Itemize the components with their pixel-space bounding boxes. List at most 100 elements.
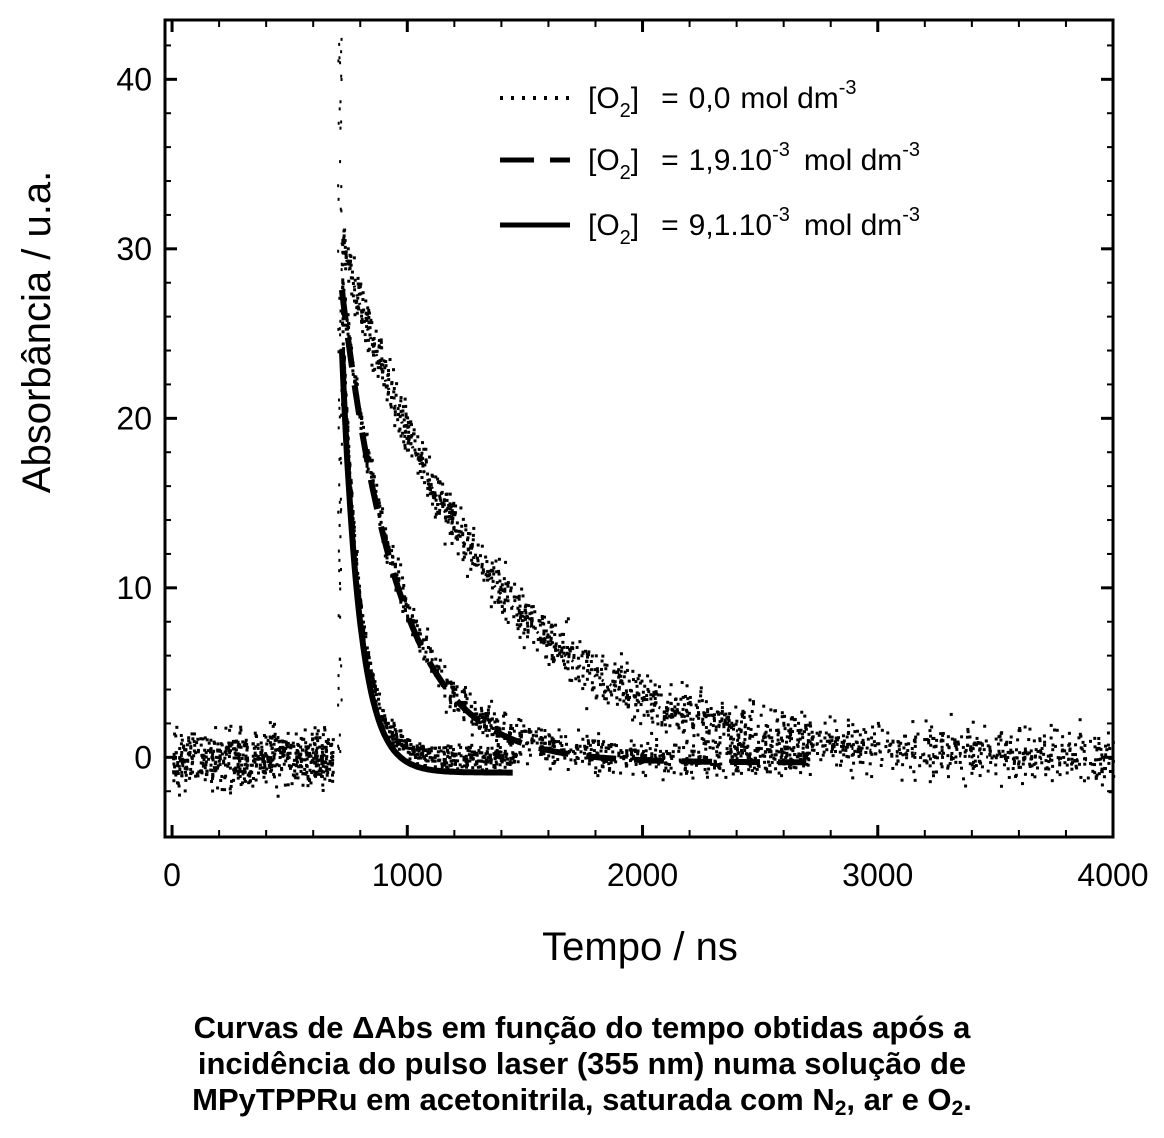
data-point bbox=[437, 758, 441, 762]
data-point bbox=[1047, 767, 1051, 771]
data-point bbox=[430, 473, 434, 477]
data-point bbox=[749, 718, 753, 722]
data-point bbox=[465, 574, 469, 578]
data-point bbox=[518, 604, 522, 608]
data-point bbox=[413, 753, 417, 757]
data-point bbox=[538, 623, 542, 627]
data-point bbox=[490, 595, 494, 599]
data-point bbox=[408, 606, 412, 610]
data-point bbox=[1015, 756, 1019, 760]
data-point bbox=[1047, 760, 1051, 764]
data-point bbox=[306, 775, 310, 779]
data-point bbox=[746, 744, 750, 748]
data-point bbox=[707, 767, 711, 771]
data-point bbox=[449, 759, 453, 763]
data-point bbox=[581, 759, 585, 763]
data-point bbox=[913, 755, 917, 759]
data-point bbox=[416, 471, 420, 475]
data-point bbox=[348, 259, 352, 263]
data-point bbox=[711, 724, 715, 728]
data-point bbox=[823, 736, 827, 740]
data-point bbox=[796, 738, 800, 742]
data-point bbox=[257, 771, 261, 775]
data-point bbox=[371, 681, 375, 685]
data-point bbox=[278, 739, 282, 743]
data-point bbox=[553, 633, 557, 637]
data-point bbox=[180, 774, 184, 778]
data-point bbox=[751, 700, 755, 704]
data-point bbox=[261, 757, 265, 761]
data-point bbox=[187, 736, 191, 740]
data-point bbox=[740, 744, 744, 748]
data-point bbox=[705, 730, 709, 734]
data-point bbox=[233, 751, 237, 755]
data-point bbox=[455, 521, 459, 525]
data-point bbox=[870, 743, 874, 747]
data-point bbox=[255, 763, 259, 767]
data-point bbox=[211, 752, 215, 756]
data-point bbox=[272, 742, 276, 746]
x-tick-label: 1000 bbox=[372, 857, 443, 893]
data-point bbox=[1091, 769, 1095, 773]
data-point bbox=[857, 750, 861, 754]
data-point bbox=[337, 184, 340, 188]
data-point bbox=[450, 520, 454, 524]
data-point bbox=[1106, 731, 1110, 735]
data-point bbox=[540, 617, 544, 621]
data-point bbox=[682, 746, 686, 750]
data-point bbox=[940, 745, 944, 749]
data-point bbox=[1040, 761, 1044, 765]
data-point bbox=[211, 758, 215, 762]
data-point bbox=[496, 598, 500, 602]
data-point bbox=[800, 710, 804, 714]
data-point bbox=[452, 709, 456, 713]
data-point bbox=[716, 743, 720, 747]
data-point bbox=[1034, 754, 1038, 758]
data-point bbox=[562, 645, 566, 649]
data-point bbox=[931, 770, 935, 774]
data-point bbox=[639, 722, 643, 726]
data-point bbox=[330, 751, 334, 755]
data-point bbox=[931, 761, 935, 765]
data-point bbox=[777, 741, 781, 745]
data-point bbox=[963, 754, 967, 758]
data-point bbox=[673, 697, 677, 701]
data-point bbox=[622, 675, 626, 679]
data-point bbox=[418, 742, 422, 746]
data-point bbox=[768, 728, 772, 732]
data-point bbox=[605, 663, 609, 667]
data-point bbox=[664, 762, 668, 766]
data-point bbox=[367, 311, 371, 315]
data-point bbox=[743, 749, 747, 753]
data-point bbox=[380, 346, 384, 350]
data-point bbox=[210, 776, 214, 780]
data-point bbox=[830, 747, 834, 751]
data-point bbox=[1102, 775, 1106, 779]
data-point bbox=[545, 635, 549, 639]
data-point bbox=[962, 777, 966, 781]
data-point bbox=[977, 741, 981, 745]
data-point bbox=[636, 749, 640, 753]
data-point bbox=[223, 776, 227, 780]
data-point bbox=[360, 318, 364, 322]
data-point bbox=[560, 655, 564, 659]
data-point bbox=[612, 670, 616, 674]
baseline-noise bbox=[172, 721, 335, 798]
data-point bbox=[911, 754, 915, 758]
data-point bbox=[824, 731, 828, 735]
data-point bbox=[597, 732, 601, 736]
data-point bbox=[337, 249, 340, 253]
data-point bbox=[530, 741, 534, 745]
data-point bbox=[714, 740, 718, 744]
data-point bbox=[664, 730, 668, 734]
data-point bbox=[641, 770, 645, 774]
data-point bbox=[341, 263, 345, 267]
data-point bbox=[628, 688, 632, 692]
data-point bbox=[338, 581, 341, 585]
data-point bbox=[495, 570, 499, 574]
data-point bbox=[731, 772, 735, 776]
data-point bbox=[1108, 756, 1112, 760]
data-point bbox=[299, 757, 303, 761]
data-point bbox=[669, 766, 673, 770]
data-point bbox=[310, 759, 314, 763]
